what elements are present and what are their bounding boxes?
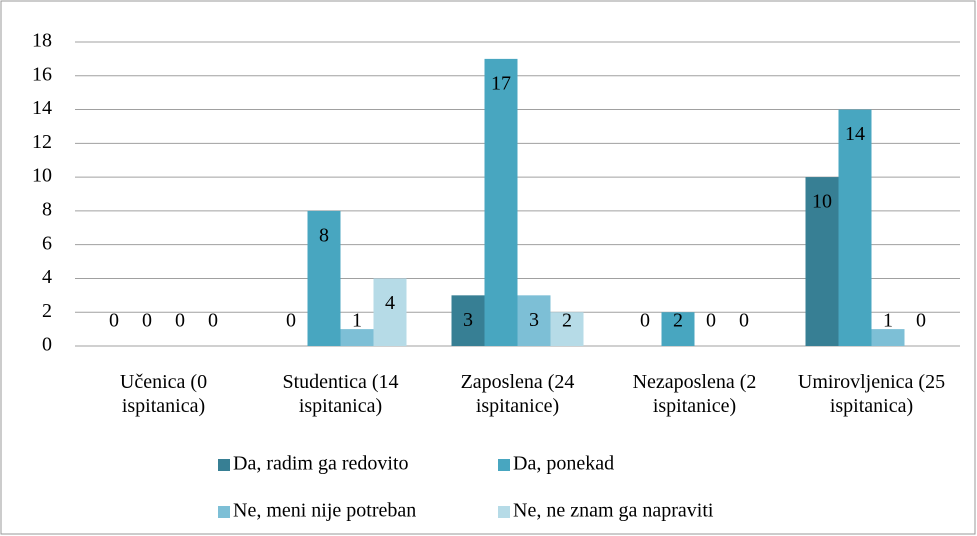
data-label: 0 <box>706 310 716 332</box>
legend-swatch <box>498 459 510 471</box>
legend-label: Ne, meni nije potreban <box>233 500 416 522</box>
y-tick-label: 18 <box>32 30 52 52</box>
bar <box>871 329 905 346</box>
bar <box>517 295 551 346</box>
data-label: 1 <box>352 310 362 332</box>
y-tick-label: 4 <box>42 266 52 288</box>
data-label: 0 <box>175 310 185 332</box>
data-label: 0 <box>142 310 152 332</box>
bar <box>307 210 341 346</box>
data-label: 0 <box>640 310 650 332</box>
data-label: 3 <box>463 309 473 331</box>
bar <box>451 295 485 346</box>
data-label: 0 <box>739 310 749 332</box>
y-tick-label: 6 <box>42 232 52 254</box>
bar <box>340 329 374 346</box>
x-tick-label: Učenica (0 ispitanica) <box>119 371 208 417</box>
y-tick-label: 14 <box>32 97 52 119</box>
data-label: 1 <box>883 310 893 332</box>
bar <box>373 278 407 346</box>
legend-label: Da, ponekad <box>513 453 614 475</box>
bar <box>550 312 584 346</box>
x-tick-label: Zaposlena (24 ispitanice) <box>460 371 575 417</box>
legend-swatch <box>218 459 230 471</box>
y-tick-label: 0 <box>42 334 52 356</box>
data-label: 4 <box>385 292 395 314</box>
legend-label: Ne, ne znam ga napraviti <box>513 500 714 522</box>
x-tick-label: Umirovljenica (25 ispitanica) <box>797 371 946 417</box>
bar <box>661 312 695 346</box>
y-tick-label: 12 <box>32 131 52 153</box>
data-label: 3 <box>529 309 539 331</box>
data-label: 8 <box>319 224 329 246</box>
data-label: 0 <box>208 310 218 332</box>
y-tick-label: 10 <box>32 165 52 187</box>
data-label: 10 <box>812 191 832 213</box>
y-tick-label: 16 <box>32 63 52 85</box>
x-tick-label: Nezaposlena (2 ispitanice) <box>632 371 757 417</box>
legend-swatch <box>218 506 230 518</box>
bar <box>838 109 872 346</box>
legend-label: Da, radim ga redovito <box>233 453 409 475</box>
y-tick-label: 8 <box>42 198 52 220</box>
data-label: 2 <box>673 310 683 332</box>
data-label: 14 <box>845 123 865 145</box>
data-label: 0 <box>286 310 296 332</box>
data-label: 0 <box>109 310 119 332</box>
legend-swatch <box>498 506 510 518</box>
data-label: 0 <box>916 310 926 332</box>
data-label: 2 <box>562 310 572 332</box>
x-tick-label: Studentica (14 ispitanica) <box>282 371 399 417</box>
bar <box>805 177 839 346</box>
y-tick-label: 2 <box>42 300 52 322</box>
bar <box>484 58 518 347</box>
data-label: 17 <box>491 72 511 94</box>
